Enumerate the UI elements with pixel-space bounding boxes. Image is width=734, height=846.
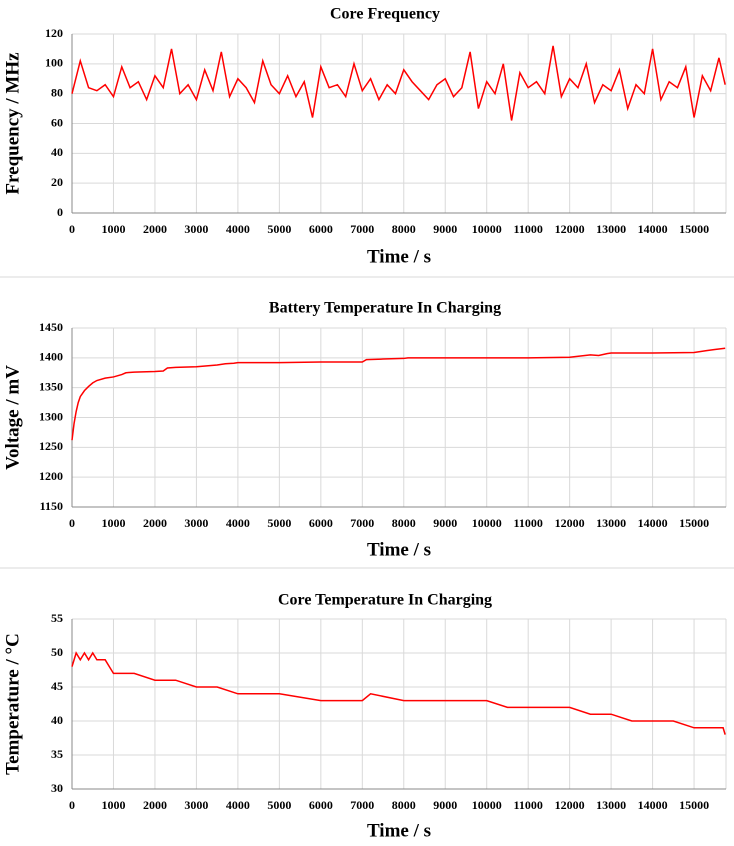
y-tick-label: 1350 bbox=[39, 379, 63, 393]
x-tick-label: 10000 bbox=[472, 222, 502, 236]
x-tick-label: 1000 bbox=[101, 516, 125, 530]
x-tick-label: 15000 bbox=[679, 798, 709, 812]
y-tick-label: 1400 bbox=[39, 350, 63, 364]
chart-title: Core Temperature In Charging bbox=[278, 592, 492, 609]
x-tick-label: 2000 bbox=[143, 516, 167, 530]
x-tick-label: 5000 bbox=[267, 516, 291, 530]
y-tick-label: 30 bbox=[51, 781, 63, 795]
x-tick-label: 6000 bbox=[309, 516, 333, 530]
x-axis-label: Time / s bbox=[367, 246, 431, 267]
x-tick-label: 4000 bbox=[226, 798, 250, 812]
x-tick-label: 2000 bbox=[143, 222, 167, 236]
x-tick-label: 3000 bbox=[184, 798, 208, 812]
y-tick-label: 0 bbox=[57, 205, 63, 219]
x-tick-label: 6000 bbox=[309, 798, 333, 812]
y-axis-label: Frequency / MHz bbox=[2, 52, 23, 195]
x-tick-label: 10000 bbox=[472, 516, 502, 530]
x-tick-label: 3000 bbox=[184, 516, 208, 530]
y-tick-label: 120 bbox=[45, 26, 63, 40]
x-tick-label: 10000 bbox=[472, 798, 502, 812]
y-tick-label: 80 bbox=[51, 85, 63, 99]
x-tick-label: 11000 bbox=[514, 516, 543, 530]
y-tick-label: 45 bbox=[51, 679, 63, 693]
x-tick-label: 5000 bbox=[267, 798, 291, 812]
y-tick-label: 100 bbox=[45, 56, 63, 70]
x-tick-label: 13000 bbox=[596, 516, 626, 530]
x-tick-label: 1000 bbox=[101, 798, 125, 812]
y-tick-label: 55 bbox=[51, 611, 63, 625]
y-tick-label: 1150 bbox=[40, 499, 63, 513]
data-line bbox=[71, 45, 726, 121]
x-tick-label: 1000 bbox=[101, 222, 125, 236]
x-tick-label: 11000 bbox=[514, 798, 543, 812]
x-tick-label: 2000 bbox=[143, 798, 167, 812]
x-tick-label: 9000 bbox=[433, 516, 457, 530]
x-tick-label: 7000 bbox=[350, 516, 374, 530]
x-tick-label: 14000 bbox=[638, 516, 668, 530]
x-tick-label: 14000 bbox=[638, 222, 668, 236]
y-tick-label: 40 bbox=[51, 145, 63, 159]
x-tick-label: 5000 bbox=[267, 222, 291, 236]
x-tick-label: 8000 bbox=[392, 222, 416, 236]
y-tick-label: 1200 bbox=[39, 469, 63, 483]
x-tick-label: 7000 bbox=[350, 798, 374, 812]
y-axis-label: Temperature / °C bbox=[2, 633, 23, 775]
x-tick-label: 9000 bbox=[433, 798, 457, 812]
x-tick-label: 8000 bbox=[392, 516, 416, 530]
x-tick-label: 12000 bbox=[555, 222, 585, 236]
x-tick-label: 6000 bbox=[309, 222, 333, 236]
data-line bbox=[71, 347, 726, 441]
y-tick-label: 1250 bbox=[39, 439, 63, 453]
x-tick-label: 3000 bbox=[184, 222, 208, 236]
y-tick-label: 40 bbox=[51, 713, 63, 727]
y-tick-label: 50 bbox=[51, 645, 63, 659]
x-tick-label: 12000 bbox=[555, 516, 585, 530]
x-tick-label: 7000 bbox=[350, 222, 374, 236]
y-axis-label: Voltage / mV bbox=[2, 365, 23, 470]
x-tick-label: 0 bbox=[69, 222, 75, 236]
x-tick-label: 13000 bbox=[596, 222, 626, 236]
x-tick-label: 15000 bbox=[679, 516, 709, 530]
x-tick-label: 12000 bbox=[555, 798, 585, 812]
y-tick-label: 1450 bbox=[39, 320, 63, 334]
x-axis-label: Time / s bbox=[367, 539, 431, 560]
y-tick-label: 1300 bbox=[39, 409, 63, 423]
x-tick-label: 15000 bbox=[679, 222, 709, 236]
x-tick-label: 9000 bbox=[433, 222, 457, 236]
x-tick-label: 0 bbox=[69, 798, 75, 812]
y-tick-label: 35 bbox=[51, 747, 63, 761]
x-tick-label: 13000 bbox=[596, 798, 626, 812]
data-line bbox=[71, 651, 726, 735]
y-tick-label: 60 bbox=[51, 115, 63, 129]
x-axis-label: Time / s bbox=[367, 820, 431, 841]
chart-title: Core Frequency bbox=[330, 6, 440, 23]
chart-title: Battery Temperature In Charging bbox=[269, 300, 501, 317]
x-tick-label: 4000 bbox=[226, 516, 250, 530]
x-tick-label: 11000 bbox=[514, 222, 543, 236]
y-tick-label: 20 bbox=[51, 175, 63, 189]
x-tick-label: 0 bbox=[69, 516, 75, 530]
x-tick-label: 8000 bbox=[392, 798, 416, 812]
x-tick-label: 4000 bbox=[226, 222, 250, 236]
x-tick-label: 14000 bbox=[638, 798, 668, 812]
